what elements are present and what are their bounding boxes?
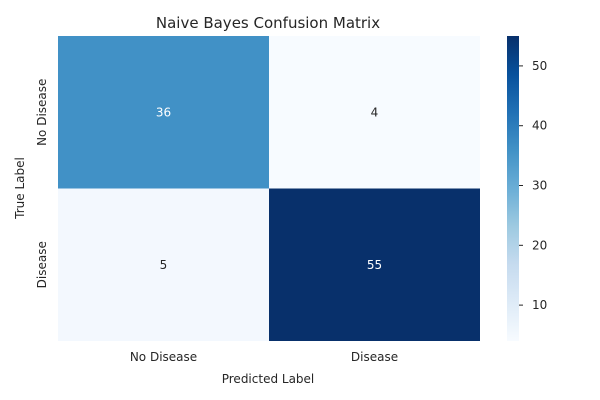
y-tick-label: No Disease <box>35 79 49 146</box>
x-tick-label: Disease <box>351 350 398 364</box>
y-axis-label: True Label <box>13 157 27 220</box>
x-axis-label: Predicted Label <box>222 372 315 386</box>
y-tick-labels: No Disease Disease <box>35 79 49 289</box>
y-tick-label: Disease <box>35 241 49 288</box>
heatmap-cell <box>58 188 269 341</box>
colorbar <box>507 36 519 341</box>
colorbar-tick-label: 20 <box>532 238 547 252</box>
colorbar-tick-label: 50 <box>532 59 547 73</box>
x-tick-labels: No Disease Disease <box>130 350 398 364</box>
heatmap-cell <box>269 36 480 189</box>
colorbar-ticks: 10 20 30 40 50 <box>519 59 547 312</box>
chart-title: Naive Bayes Confusion Matrix <box>156 14 380 32</box>
heatmap-cell <box>269 188 480 341</box>
heatmap-cell-value: 4 <box>371 105 379 119</box>
colorbar-tick-label: 30 <box>532 179 547 193</box>
heatmap-cell-labels: 36 45 55 <box>156 105 382 272</box>
heatmap-cells <box>58 36 480 341</box>
x-tick-label: No Disease <box>130 350 197 364</box>
heatmap-cell-value: 55 <box>367 258 382 272</box>
colorbar-tick-label: 40 <box>532 119 547 133</box>
heatmap-cell-value: 5 <box>160 258 168 272</box>
heatmap-cell-value: 36 <box>156 105 171 119</box>
colorbar-tick-label: 10 <box>532 298 547 312</box>
heatmap-cell <box>58 36 269 189</box>
